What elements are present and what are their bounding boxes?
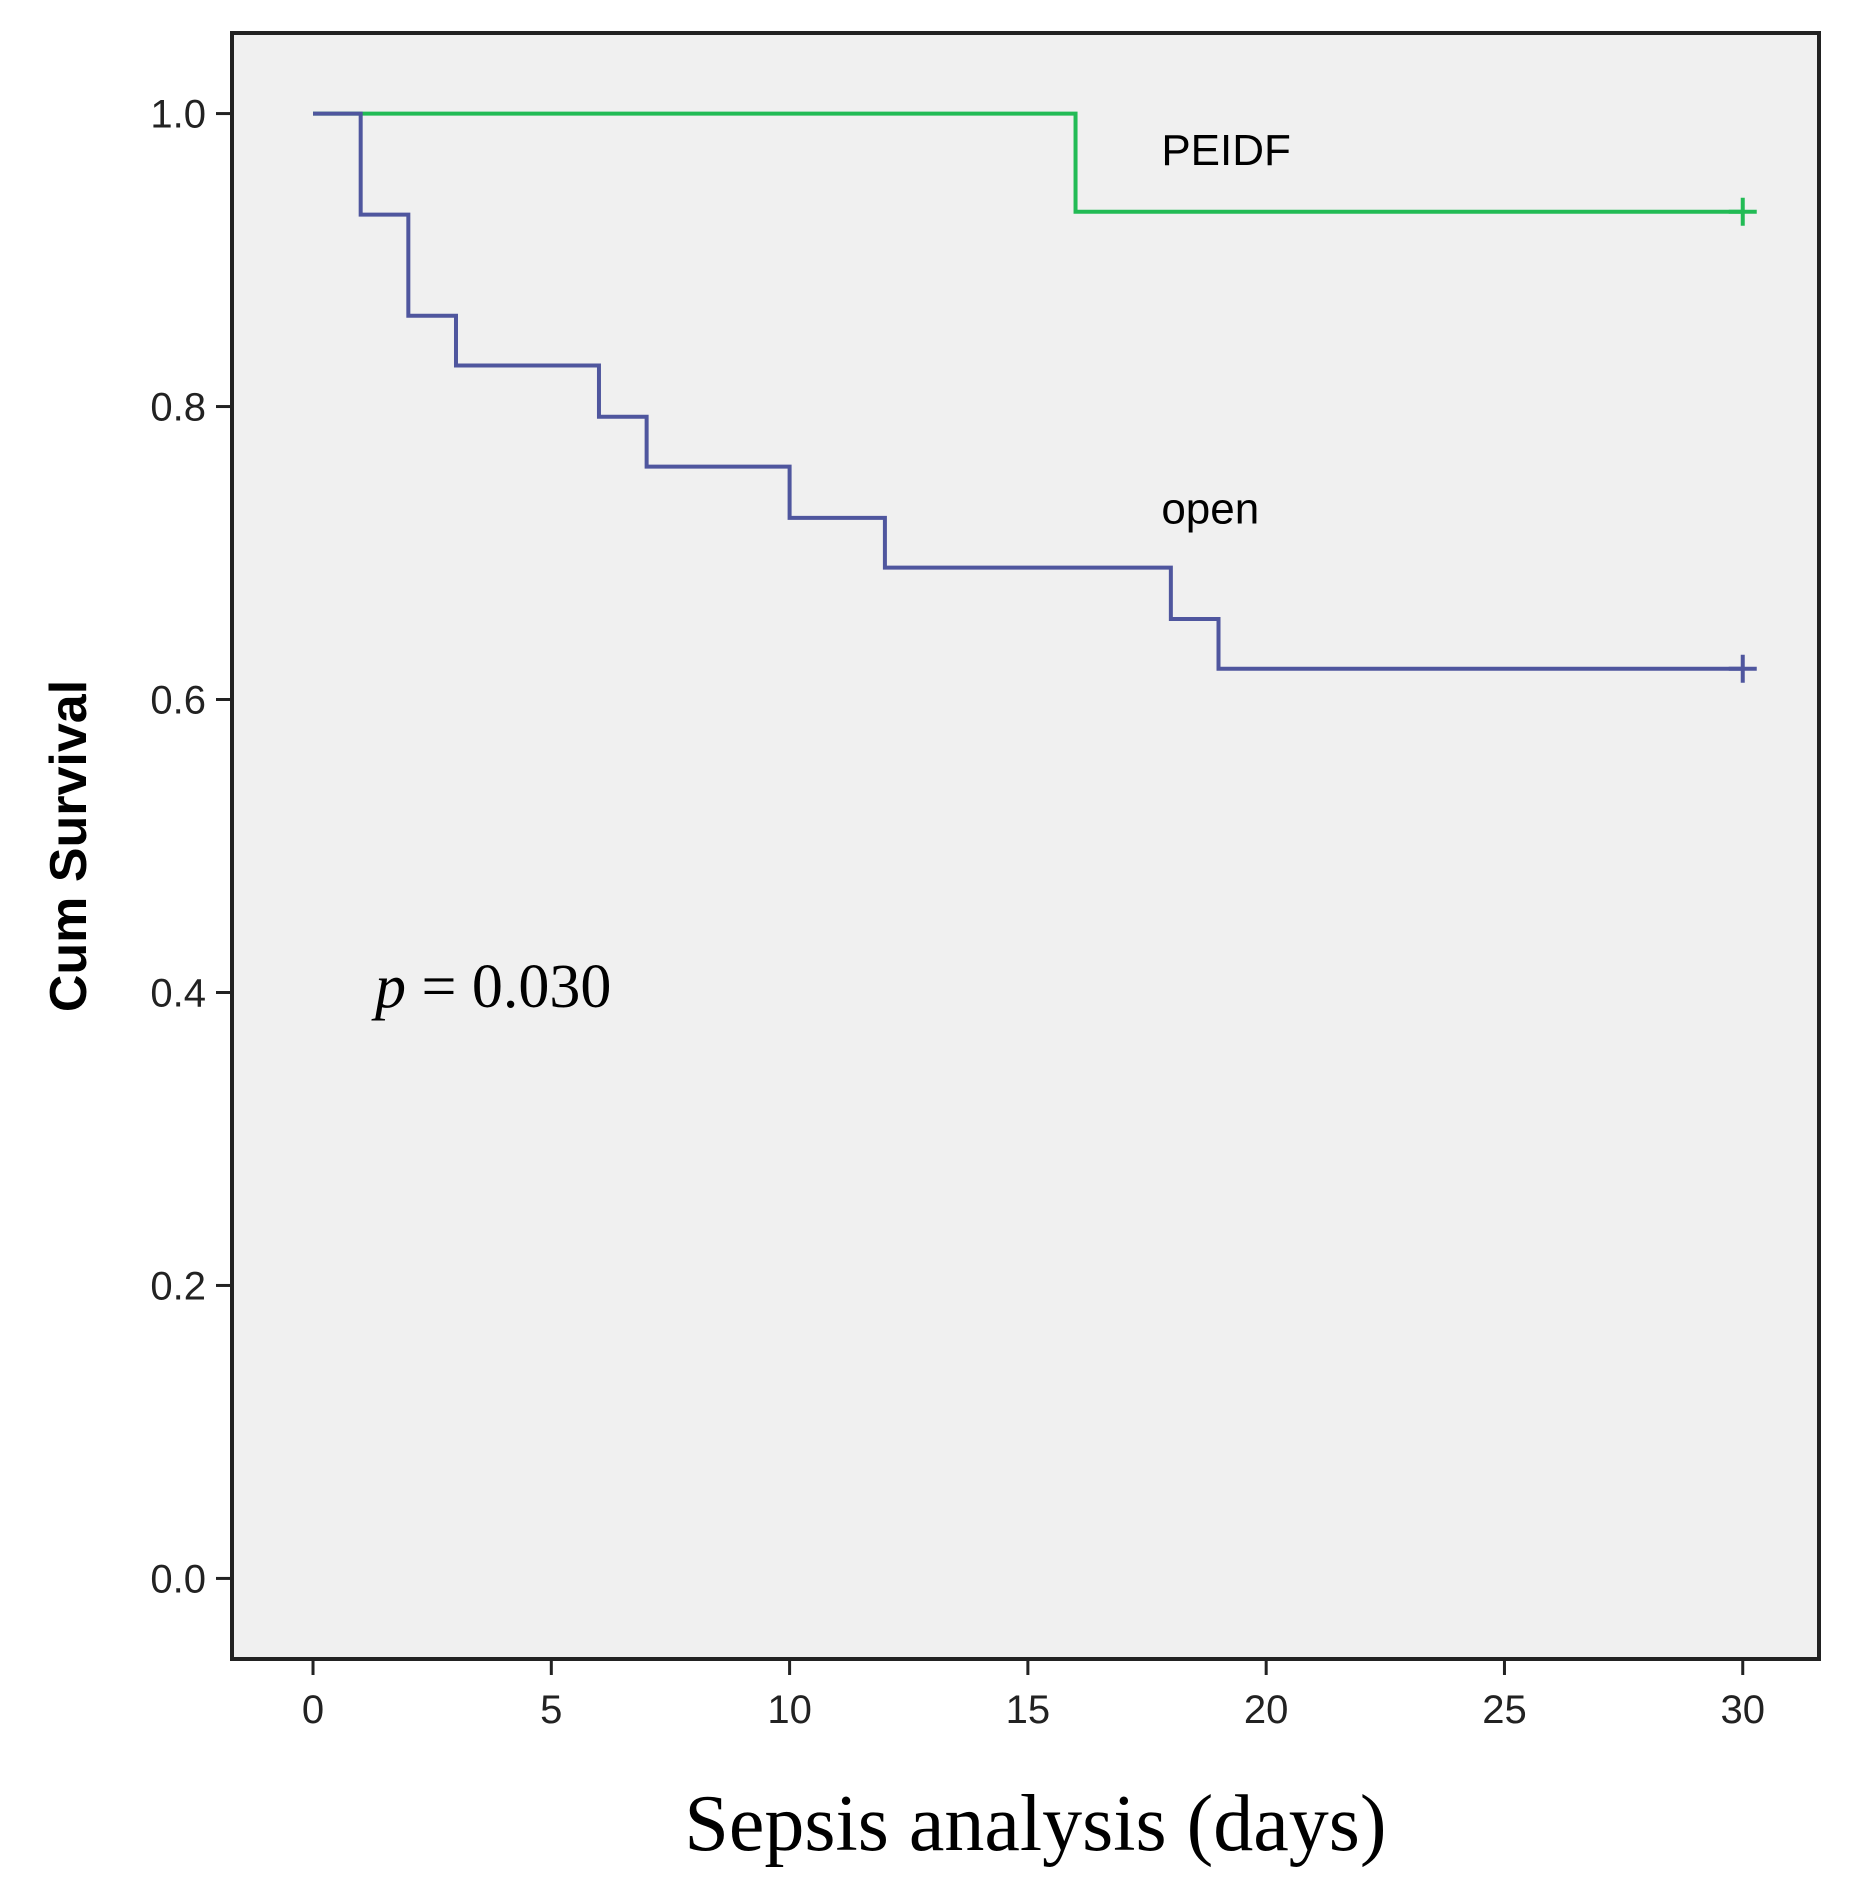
y-tick-label: 0.0	[150, 1557, 206, 1601]
x-axis-label: Sepsis analysis (days)	[684, 1780, 1386, 1868]
y-axis-label: Cum Survival	[40, 680, 98, 1012]
x-tick-label: 0	[302, 1688, 324, 1732]
plot-area	[230, 31, 1821, 1661]
y-axis: 0.0 0.2 0.4 0.6 0.8 1.0	[150, 93, 232, 1601]
x-axis: 0 5 10 15 20 25 30	[302, 1659, 1765, 1732]
censor-mark-peidf	[1728, 197, 1757, 226]
y-tick-label: 0.2	[150, 1264, 206, 1308]
series-label-peidf: PEIDF	[1161, 126, 1291, 175]
x-tick-label: 20	[1244, 1688, 1289, 1732]
censor-mark-open	[1728, 654, 1757, 683]
series-label-open: open	[1161, 485, 1259, 534]
y-tick-label: 0.4	[150, 971, 206, 1015]
p-value-text: = 0.030	[406, 953, 611, 1021]
p-value-annotation: p = 0.030	[371, 953, 611, 1021]
x-tick-label: 10	[767, 1688, 812, 1732]
x-tick-label: 30	[1720, 1688, 1765, 1732]
x-tick-label: 25	[1482, 1688, 1527, 1732]
y-tick-label: 0.8	[150, 386, 206, 430]
x-tick-label: 5	[540, 1688, 562, 1732]
series-group: PEIDF open	[313, 111, 1757, 683]
p-value-italic: p	[371, 953, 406, 1021]
y-tick-label: 1.0	[150, 93, 206, 137]
x-tick-label: 15	[1006, 1688, 1051, 1732]
y-tick-label: 0.6	[150, 679, 206, 723]
series-line-open	[313, 111, 1743, 671]
series-line-peidf	[313, 111, 1743, 214]
